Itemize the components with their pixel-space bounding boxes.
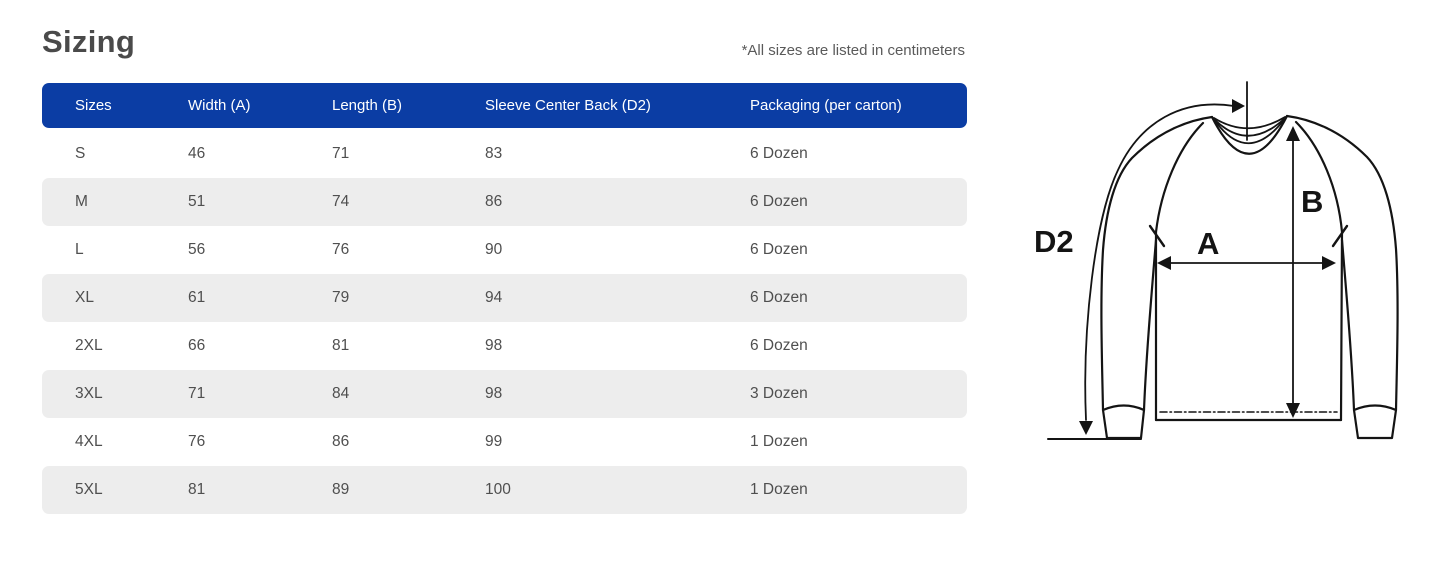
cell-packaging: 6 Dozen bbox=[750, 289, 808, 306]
page-title: Sizing bbox=[42, 24, 136, 59]
cell-packaging: 1 Dozen bbox=[750, 433, 808, 450]
cell-sleeve: 94 bbox=[485, 289, 503, 306]
cell-width: 61 bbox=[188, 289, 206, 306]
cell-sleeve: 99 bbox=[485, 433, 503, 450]
width-arrowhead-right bbox=[1322, 256, 1336, 270]
left-sleeve-outline bbox=[1100, 115, 1214, 412]
column-header-sizes: Sizes bbox=[75, 97, 112, 114]
cell-width: 81 bbox=[188, 481, 206, 498]
cell-width: 71 bbox=[188, 385, 206, 402]
left-armpit-tick bbox=[1148, 224, 1166, 248]
right-sleeve-outline bbox=[1285, 114, 1399, 412]
table-row: 4XL 76 86 99 1 Dozen bbox=[42, 418, 967, 466]
cell-size: L bbox=[75, 241, 84, 258]
cell-width: 46 bbox=[188, 145, 206, 162]
cell-length: 79 bbox=[332, 289, 350, 306]
label-a: A bbox=[1197, 226, 1219, 261]
collar-rib-line bbox=[1214, 118, 1285, 137]
left-cuff bbox=[1101, 404, 1146, 440]
table-row: M 51 74 86 6 Dozen bbox=[42, 178, 967, 226]
measurement-diagram: D2 A B bbox=[1020, 60, 1440, 460]
cell-width: 66 bbox=[188, 337, 206, 354]
cell-size: S bbox=[75, 145, 86, 162]
table-row: S 46 71 83 6 Dozen bbox=[42, 130, 967, 178]
collar-rib-line bbox=[1215, 120, 1284, 145]
body-right-edge bbox=[1294, 120, 1344, 422]
cell-length: 89 bbox=[332, 481, 350, 498]
cell-packaging: 6 Dozen bbox=[750, 337, 808, 354]
label-b: B bbox=[1301, 184, 1323, 219]
sleeve-measure-arrowhead-bottom bbox=[1079, 421, 1093, 435]
cell-packaging: 6 Dozen bbox=[750, 241, 808, 258]
cell-size: M bbox=[75, 193, 88, 210]
cell-packaging: 1 Dozen bbox=[750, 481, 808, 498]
cell-length: 84 bbox=[332, 385, 350, 402]
cell-size: XL bbox=[75, 289, 94, 306]
collar-rib-line bbox=[1213, 116, 1286, 130]
cell-length: 71 bbox=[332, 145, 350, 162]
right-sleeve-inner-seam bbox=[1340, 238, 1356, 412]
cell-width: 56 bbox=[188, 241, 206, 258]
cell-length: 74 bbox=[332, 193, 350, 210]
table-row: 2XL 66 81 98 6 Dozen bbox=[42, 322, 967, 370]
column-header-sleeve: Sleeve Center Back (D2) bbox=[485, 97, 651, 114]
cell-sleeve: 90 bbox=[485, 241, 503, 258]
table-row: XL 61 79 94 6 Dozen bbox=[42, 274, 967, 322]
shirt-diagram-svg: D2 A B bbox=[1034, 81, 1399, 440]
cell-length: 81 bbox=[332, 337, 350, 354]
cell-size: 4XL bbox=[75, 433, 103, 450]
cell-sleeve: 86 bbox=[485, 193, 503, 210]
label-d2: D2 bbox=[1034, 224, 1074, 259]
units-note: *All sizes are listed in centimeters bbox=[741, 42, 965, 59]
body-left-edge bbox=[1154, 121, 1205, 422]
sizing-section: Sizing *All sizes are listed in centimet… bbox=[42, 0, 967, 579]
sleeve-measure-arrowhead-top bbox=[1232, 99, 1245, 113]
cell-sleeve: 100 bbox=[485, 481, 511, 498]
length-arrowhead-top bbox=[1286, 126, 1300, 141]
sleeve-center-back-measure-line bbox=[1084, 103, 1235, 421]
sizing-table: Sizes Width (A) Length (B) Sleeve Center… bbox=[42, 83, 967, 514]
collar-outline bbox=[1210, 114, 1289, 155]
table-row: 5XL 81 89 100 1 Dozen bbox=[42, 466, 967, 514]
cell-size: 3XL bbox=[75, 385, 103, 402]
column-header-width: Width (A) bbox=[188, 97, 251, 114]
cell-packaging: 3 Dozen bbox=[750, 385, 808, 402]
length-arrowhead-bottom bbox=[1286, 403, 1300, 418]
cell-sleeve: 83 bbox=[485, 145, 503, 162]
width-arrowhead-left bbox=[1157, 256, 1171, 270]
table-row: 3XL 71 84 98 3 Dozen bbox=[42, 370, 967, 418]
column-header-packaging: Packaging (per carton) bbox=[750, 97, 902, 114]
cell-packaging: 6 Dozen bbox=[750, 145, 808, 162]
cell-length: 86 bbox=[332, 433, 350, 450]
cell-width: 51 bbox=[188, 193, 206, 210]
cell-packaging: 6 Dozen bbox=[750, 193, 808, 210]
cell-sleeve: 98 bbox=[485, 337, 503, 354]
right-armpit-tick bbox=[1331, 224, 1349, 248]
table-header: Sizes Width (A) Length (B) Sleeve Center… bbox=[42, 83, 967, 128]
right-cuff bbox=[1352, 404, 1398, 440]
cell-size: 5XL bbox=[75, 481, 103, 498]
left-sleeve-inner-seam bbox=[1142, 238, 1158, 412]
cell-length: 76 bbox=[332, 241, 350, 258]
cell-width: 76 bbox=[188, 433, 206, 450]
column-header-length: Length (B) bbox=[332, 97, 403, 114]
cell-size: 2XL bbox=[75, 337, 103, 354]
cell-sleeve: 98 bbox=[485, 385, 503, 402]
table-row: L 56 76 90 6 Dozen bbox=[42, 226, 967, 274]
